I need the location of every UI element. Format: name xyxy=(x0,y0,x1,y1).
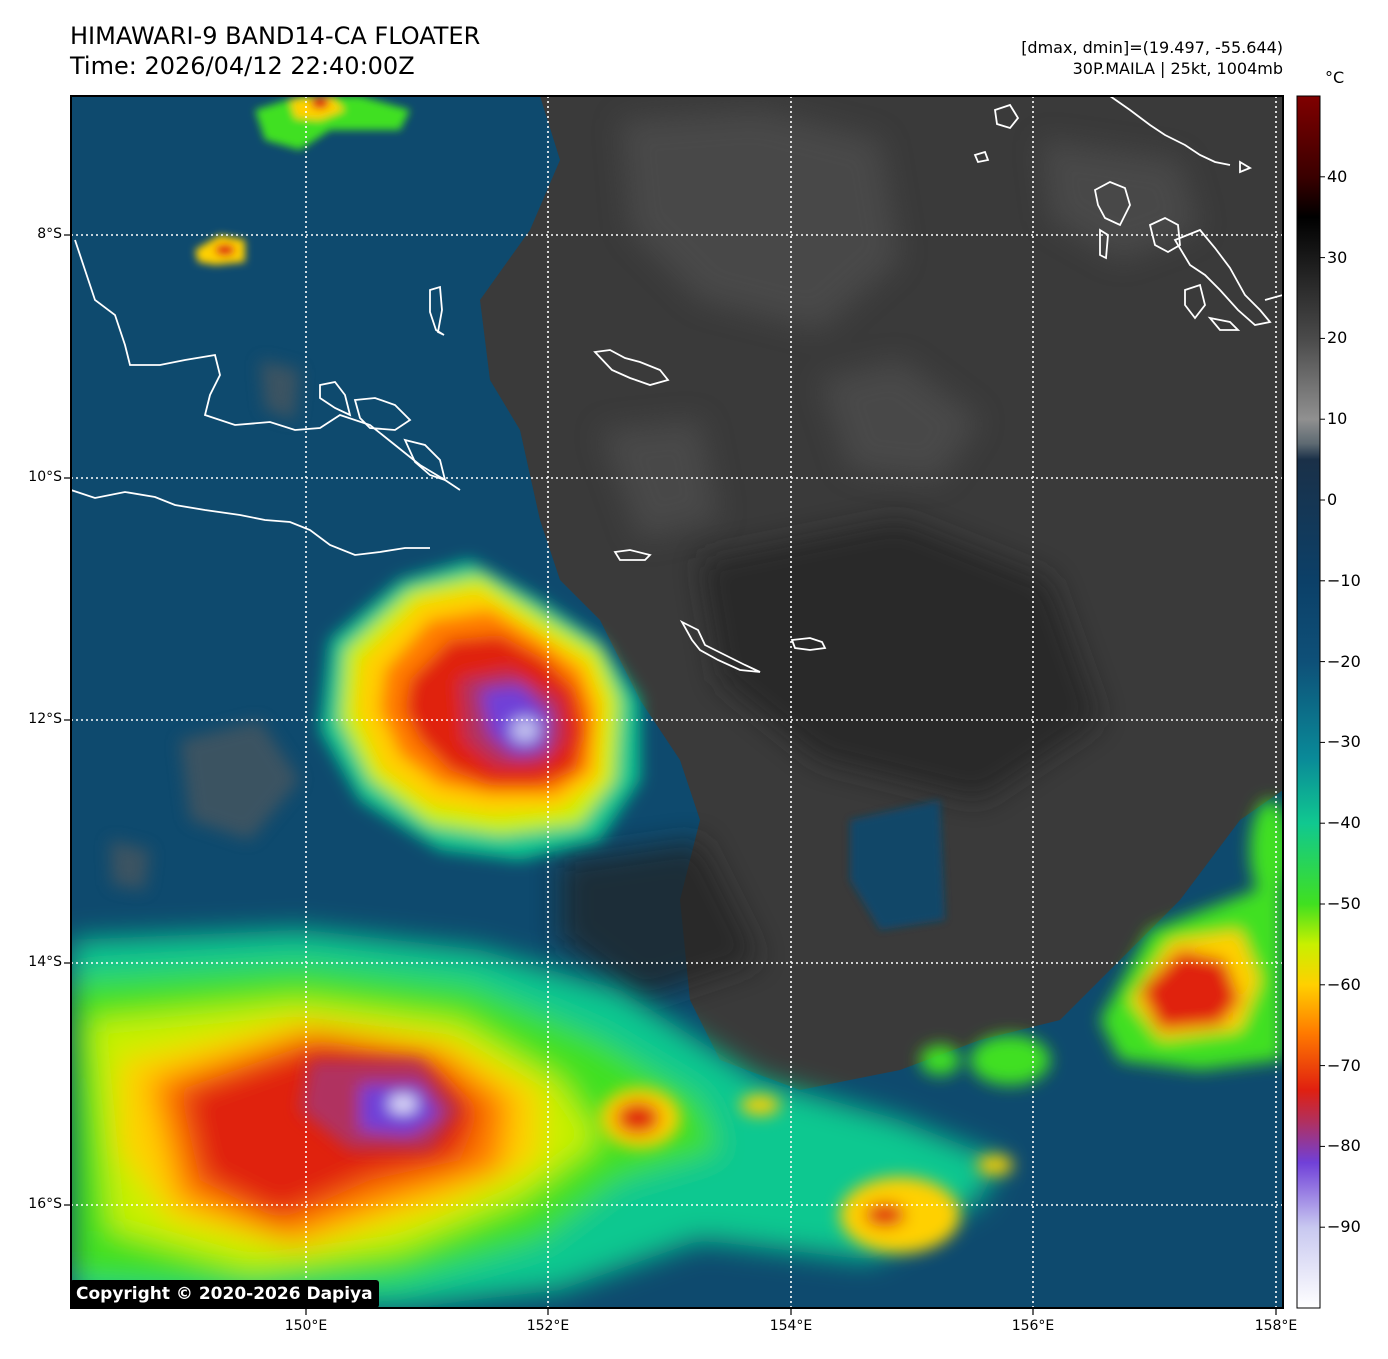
satellite-imagery xyxy=(71,96,1283,1308)
image-time: Time: 2026/04/12 22:40:00Z xyxy=(70,52,415,80)
lat-label-16s: 16°S xyxy=(28,1196,62,1212)
clear-sky-dark xyxy=(560,520,1100,1000)
west-cloud-patch xyxy=(110,360,300,890)
colorbar-tick-label: 10 xyxy=(1327,409,1348,429)
coastline-ne-small xyxy=(973,103,1283,301)
coastline-ne-main xyxy=(1109,96,1231,166)
coastline-islands-central xyxy=(613,549,827,673)
colorbar-tick-label: −80 xyxy=(1327,1136,1361,1156)
lat-label-8s: 8°S xyxy=(37,226,62,242)
coastline-peninsula xyxy=(319,381,447,482)
colorbar-tick-label: −90 xyxy=(1327,1217,1361,1237)
storm-info: 30P.MAILA | 25kt, 1004mb xyxy=(1072,59,1283,78)
colorbar-tick-label: −10 xyxy=(1327,570,1361,590)
colorbar-tick-label: 20 xyxy=(1327,328,1348,348)
small-cells-south xyxy=(600,1035,1050,1253)
gridlines xyxy=(71,96,1283,1308)
lon-label-152e: 152°E xyxy=(526,1318,570,1334)
lon-label-154e: 154°E xyxy=(769,1318,813,1334)
southern-core xyxy=(300,1060,460,1150)
colorbar-unit: °C xyxy=(1325,68,1345,87)
coastline-islands-north xyxy=(429,285,670,386)
lon-label-150e: 150°E xyxy=(284,1318,328,1334)
lon-label-158e: 158°E xyxy=(1254,1318,1298,1334)
colorbar-tick-label: −30 xyxy=(1327,732,1361,752)
colorbar-tick-label: −20 xyxy=(1327,651,1361,671)
lat-label-14s: 14°S xyxy=(28,954,62,970)
range-info: [dmax, dmin]=(19.497, -55.644) xyxy=(1021,38,1283,57)
colorbar-tick-label: −60 xyxy=(1327,974,1361,994)
image-title: HIMAWARI-9 BAND14-CA FLOATER xyxy=(70,22,481,50)
lat-label-10s: 10°S xyxy=(28,469,62,485)
axis-ticks xyxy=(64,234,1277,1315)
map-frame xyxy=(70,95,1284,1309)
colorbar-tick-label: −70 xyxy=(1327,1055,1361,1075)
colorbar xyxy=(1296,95,1321,1309)
copyright-badge: Copyright © 2020-2026 Dapiya xyxy=(70,1280,379,1308)
colorbar-tick-label: 40 xyxy=(1327,166,1348,186)
northwest-cells xyxy=(195,96,410,265)
colorbar-tick-label: 30 xyxy=(1327,247,1348,267)
clear-sky-texture xyxy=(600,110,1200,540)
blue-pocket xyxy=(850,800,945,930)
lat-label-12s: 12°S xyxy=(28,711,62,727)
colorbar-ticks xyxy=(1320,176,1325,1228)
colorbar-tick-label: 0 xyxy=(1327,490,1338,509)
coastlines xyxy=(71,96,1283,673)
coastline-png-mainland xyxy=(71,239,461,556)
colorbar-tick-label: −40 xyxy=(1327,813,1361,833)
tropical-cyclone-30p xyxy=(320,560,640,860)
lon-label-156e: 156°E xyxy=(1011,1318,1055,1334)
colorbar-tick-label: −50 xyxy=(1327,894,1361,913)
eastern-convection xyxy=(1100,800,1283,1070)
coastline-ne-islands xyxy=(1093,181,1272,331)
